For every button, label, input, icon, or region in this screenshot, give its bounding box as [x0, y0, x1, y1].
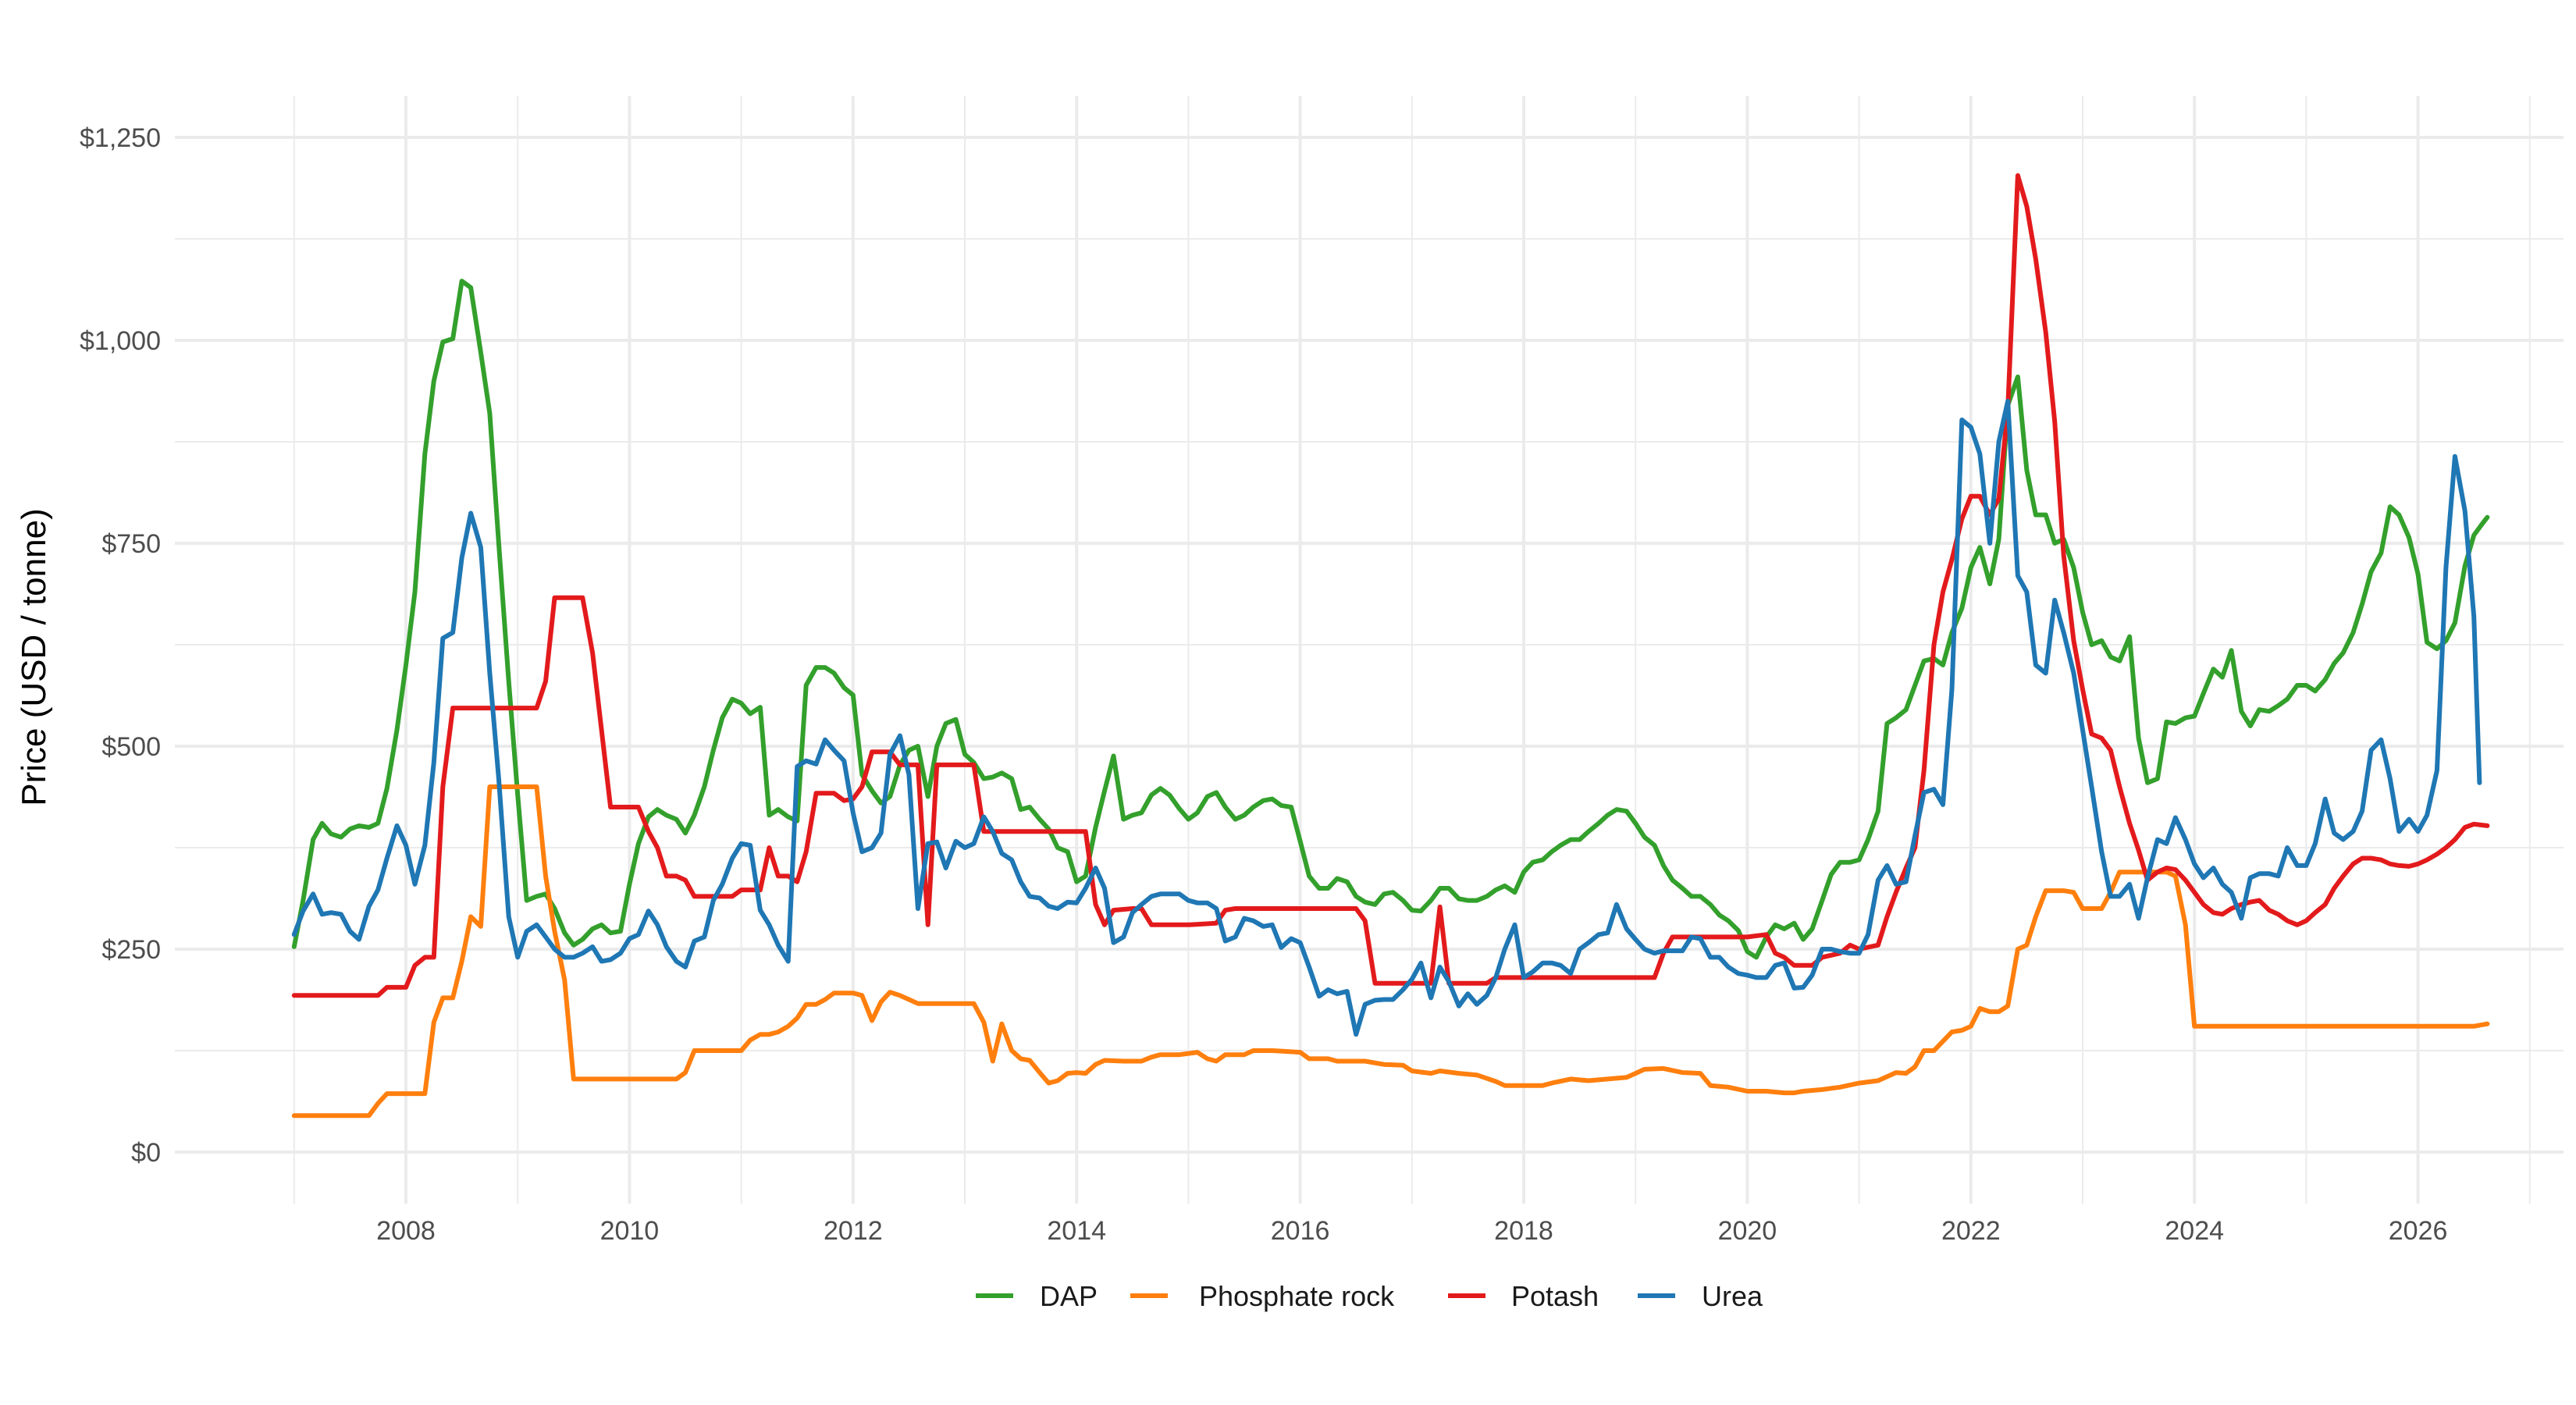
legend-label-potash: Potash: [1511, 1280, 1599, 1312]
x-tick-label: 2014: [1047, 1216, 1106, 1246]
y-axis-tick-labels: $0 $250 $500 $750 $1,000 $1,250: [80, 123, 161, 1168]
y-tick-label: $0: [131, 1138, 161, 1168]
series-line-potash: [291, 173, 2490, 998]
x-tick-label: 2024: [2165, 1216, 2224, 1246]
y-tick-label: $1,000: [80, 326, 161, 356]
legend-label-urea: Urea: [1702, 1280, 1763, 1312]
legend: DAP Phosphate rock Potash Urea: [976, 1280, 1763, 1312]
series-line-dap: [291, 279, 2490, 960]
y-tick-label: $750: [101, 529, 161, 559]
series-lines: [291, 173, 2490, 1119]
y-tick-label: $1,250: [80, 123, 161, 153]
x-tick-label: 2012: [824, 1216, 883, 1246]
legend-label-dap: DAP: [1040, 1280, 1098, 1312]
y-tick-label: $250: [101, 935, 161, 965]
series-line-phosphate-rock: [291, 784, 2490, 1119]
x-tick-label: 2026: [2389, 1216, 2448, 1246]
y-axis-title: Price (USD / tonne): [15, 508, 53, 806]
x-tick-label: 2020: [1718, 1216, 1777, 1246]
y-tick-label: $500: [101, 732, 161, 762]
x-tick-label: 2016: [1271, 1216, 1330, 1246]
legend-label-phosphate-rock: Phosphate rock: [1199, 1280, 1395, 1312]
series-line-urea: [291, 399, 2482, 1037]
x-tick-label: 2010: [600, 1216, 660, 1246]
x-axis-tick-labels: 2008 2010 2012 2014 2016 2018 2020 2022 2024 2026: [376, 1216, 2447, 1246]
gridlines: [175, 96, 2564, 1204]
x-tick-label: 2018: [1494, 1216, 1553, 1246]
x-tick-label: 2008: [376, 1216, 436, 1246]
x-tick-label: 2022: [1941, 1216, 2001, 1246]
